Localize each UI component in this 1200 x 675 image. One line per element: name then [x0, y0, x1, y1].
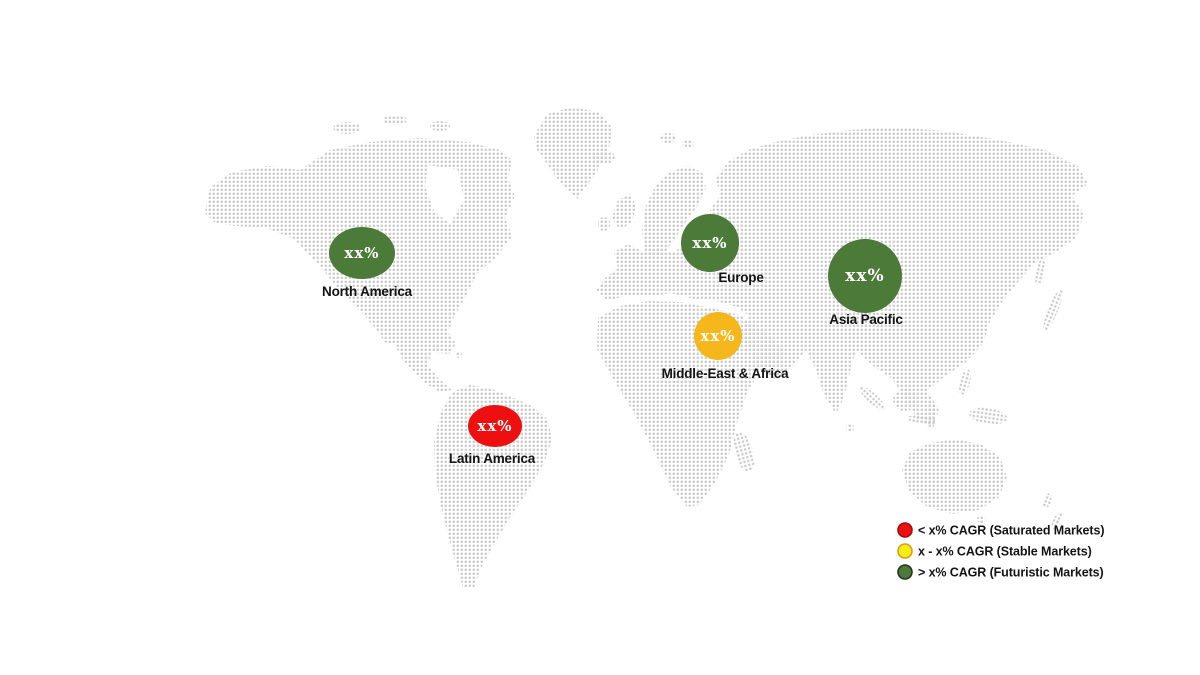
island-svalbard: [660, 133, 676, 143]
legend-red-dot-icon: [897, 522, 913, 538]
legend-item-futuristic: > x% CAGR (Futuristic Markets): [897, 564, 1104, 580]
bubble-middle-east-africa: xx% Middle-East & Africa: [662, 312, 789, 381]
bubble-europe: xx% Europe: [681, 214, 765, 285]
bubble-circle: [681, 214, 739, 272]
island-sri-lanka: [846, 424, 854, 432]
island-iceland: [593, 150, 615, 164]
island-sulawesi: [926, 402, 936, 418]
island-philippines: [959, 369, 971, 395]
island-new-guinea: [969, 407, 1007, 425]
region-scandinavia: [642, 166, 706, 258]
continent-greenland: [534, 107, 613, 199]
island-new-zealand-south: [1051, 512, 1063, 530]
legend-item-saturated: < x% CAGR (Saturated Markets): [897, 522, 1104, 538]
region-label: Asia Pacific: [829, 312, 903, 327]
region-label: North America: [322, 284, 413, 299]
island-java: [907, 415, 937, 425]
region-label: Latin America: [449, 451, 536, 466]
continent-australia: [902, 439, 1007, 514]
bubble-circle: [468, 405, 522, 447]
bubble-value: xx%: [845, 266, 884, 286]
island-tasmania: [977, 515, 985, 523]
bubble-circle: [828, 239, 902, 313]
island-new-zealand-north: [1042, 493, 1052, 509]
island-svalbard: [682, 140, 694, 148]
legend-green-dot-icon: [897, 564, 913, 580]
island-great-britain: [612, 194, 636, 230]
island-madagascar: [733, 431, 755, 473]
legend-label: > x% CAGR (Futuristic Markets): [918, 566, 1104, 580]
island-sakhalin: [1035, 258, 1045, 286]
island-sumatra: [858, 386, 886, 410]
legend-yellow-dot-icon: [897, 543, 913, 559]
bubble-circle: [694, 312, 742, 360]
legend: < x% CAGR (Saturated Markets) x - x% CAG…: [897, 522, 1104, 580]
legend-label: < x% CAGR (Saturated Markets): [918, 524, 1104, 538]
region-label: Middle-East & Africa: [662, 366, 789, 381]
region-bubbles: xx% North America xx% Europe xx% Asia Pa…: [322, 214, 904, 466]
bubble-value: xx%: [692, 234, 727, 252]
island-borneo: [893, 389, 917, 411]
world-map: [205, 107, 1088, 588]
bubble-value: xx%: [700, 327, 735, 345]
bubble-latin-america: xx% Latin America: [449, 405, 536, 466]
legend-label: x - x% CAGR (Stable Markets): [918, 545, 1092, 559]
bubble-north-america: xx% North America: [322, 227, 413, 299]
continent-south-america: [434, 385, 552, 588]
bubble-value: xx%: [344, 244, 379, 262]
island-caribbean: [456, 352, 462, 358]
region-label: Europe: [718, 270, 764, 285]
continent-africa: [597, 301, 786, 507]
arctic-island: [383, 115, 407, 125]
island-ireland: [598, 217, 610, 231]
bubble-circle: [329, 227, 395, 279]
bubble-value: xx%: [477, 417, 512, 435]
arctic-island: [333, 122, 361, 134]
bubble-asia-pacific: xx% Asia Pacific: [828, 239, 904, 327]
island-japan: [1043, 288, 1063, 332]
island-caribbean: [433, 344, 439, 350]
legend-item-stable: x - x% CAGR (Stable Markets): [897, 543, 1092, 559]
island-caribbean: [445, 348, 451, 354]
arctic-island: [430, 121, 450, 131]
